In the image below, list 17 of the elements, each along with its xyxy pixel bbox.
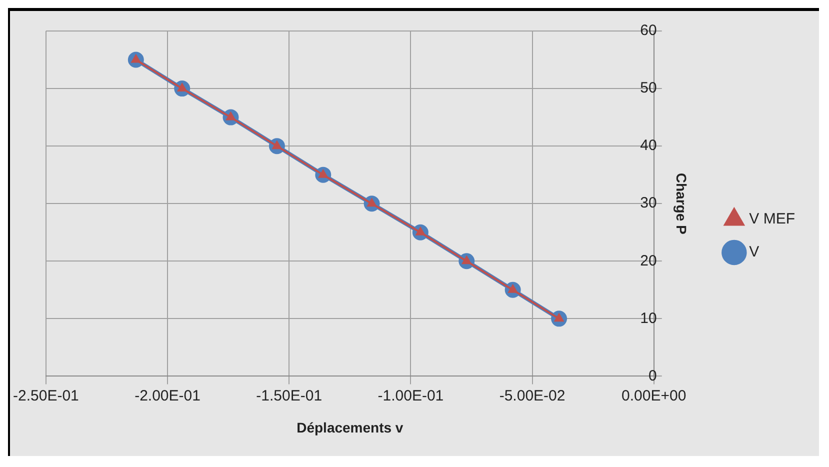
x-tick-label: -1.00E-01 (378, 387, 444, 404)
legend-label: V MEF (749, 210, 796, 228)
y-tick-label: 30 (640, 194, 657, 212)
y-tick-label: 60 (640, 22, 657, 40)
y-tick-label: 10 (640, 310, 657, 327)
y-tick-label: 40 (640, 137, 657, 154)
y-tick-label: 0 (648, 367, 657, 384)
x-tick-label: 0.00E+00 (622, 387, 686, 404)
x-tick-label: -5.00E-02 (499, 387, 566, 404)
legend-label: V (749, 244, 760, 261)
x-tick-label: -1.50E-01 (256, 387, 322, 404)
y-axis-title: Charge P (673, 172, 690, 234)
x-tick-label: -2.50E-01 (13, 387, 79, 404)
y-tick-label: 20 (640, 252, 657, 270)
x-axis-title: Déplacements v (296, 419, 404, 436)
x-tick-label: -2.00E-01 (134, 387, 200, 404)
y-tick-label: 50 (640, 80, 657, 97)
